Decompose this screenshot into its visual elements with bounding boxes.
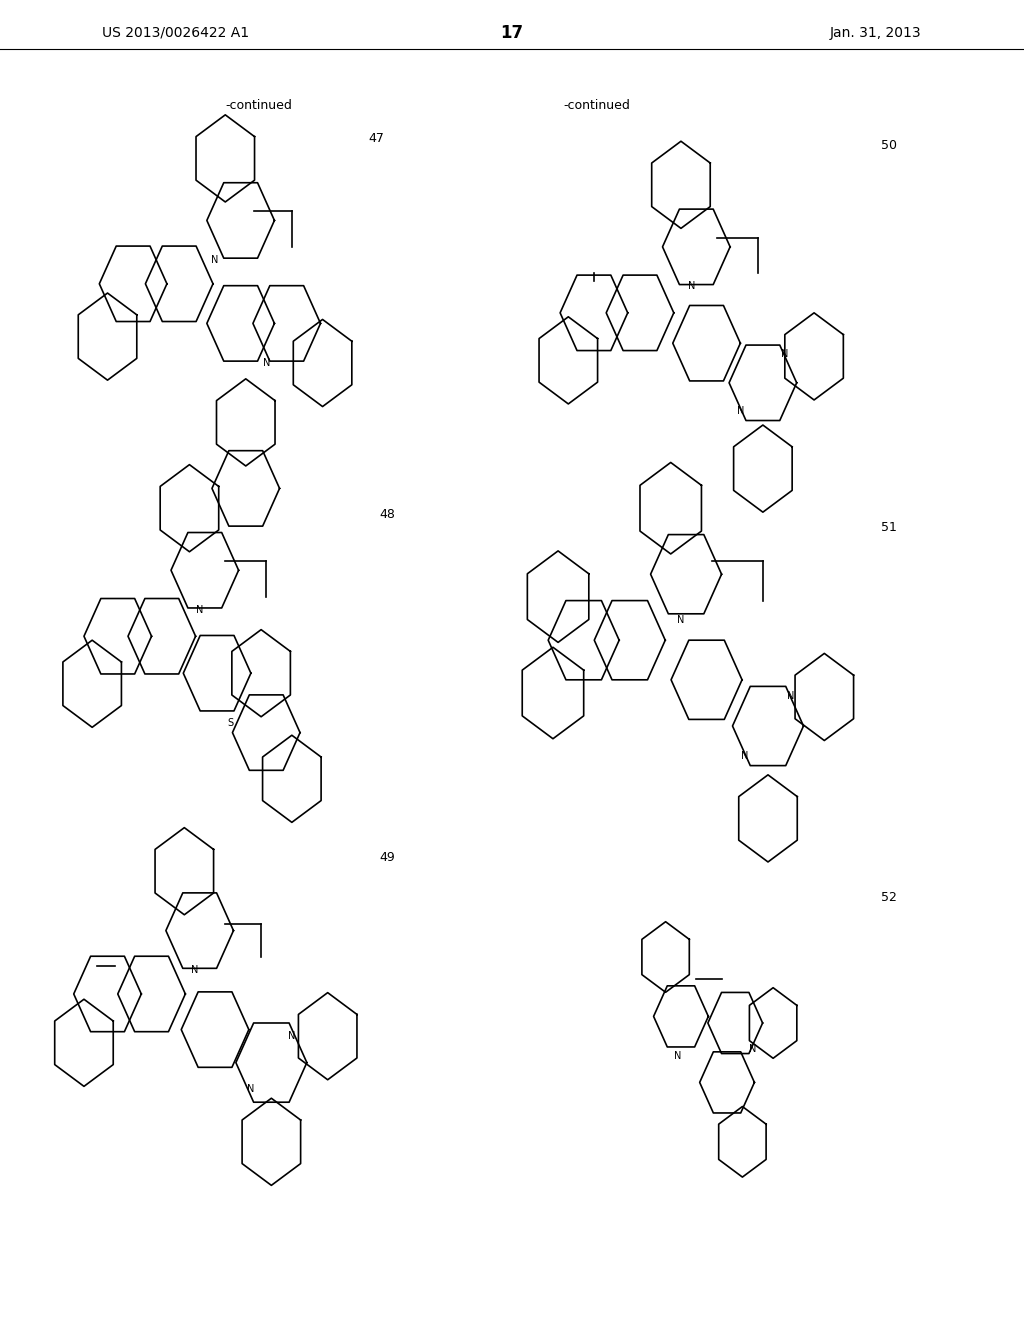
Text: N: N — [749, 1044, 757, 1055]
Text: N: N — [196, 605, 204, 615]
Text: N: N — [262, 358, 270, 368]
Text: N: N — [288, 1031, 295, 1041]
Text: US 2013/0026422 A1: US 2013/0026422 A1 — [102, 26, 250, 40]
Text: N: N — [248, 1084, 255, 1094]
Text: N: N — [787, 692, 795, 701]
Text: 49: 49 — [379, 851, 394, 865]
Text: 17: 17 — [501, 24, 523, 42]
Text: -continued: -continued — [563, 99, 630, 112]
Text: 50: 50 — [881, 139, 897, 152]
Text: S: S — [227, 718, 233, 729]
Text: 52: 52 — [881, 891, 897, 904]
Text: 48: 48 — [379, 508, 395, 521]
Text: -continued: -continued — [225, 99, 292, 112]
Text: N: N — [674, 1051, 682, 1061]
Text: N: N — [677, 615, 685, 626]
Text: 51: 51 — [881, 521, 897, 535]
Text: N: N — [211, 255, 219, 265]
Text: N: N — [190, 965, 199, 975]
Text: Jan. 31, 2013: Jan. 31, 2013 — [830, 26, 922, 40]
Text: 47: 47 — [369, 132, 385, 145]
Text: N: N — [781, 350, 788, 359]
Text: N: N — [687, 281, 695, 292]
Text: N: N — [737, 407, 744, 416]
Text: N: N — [741, 751, 749, 760]
